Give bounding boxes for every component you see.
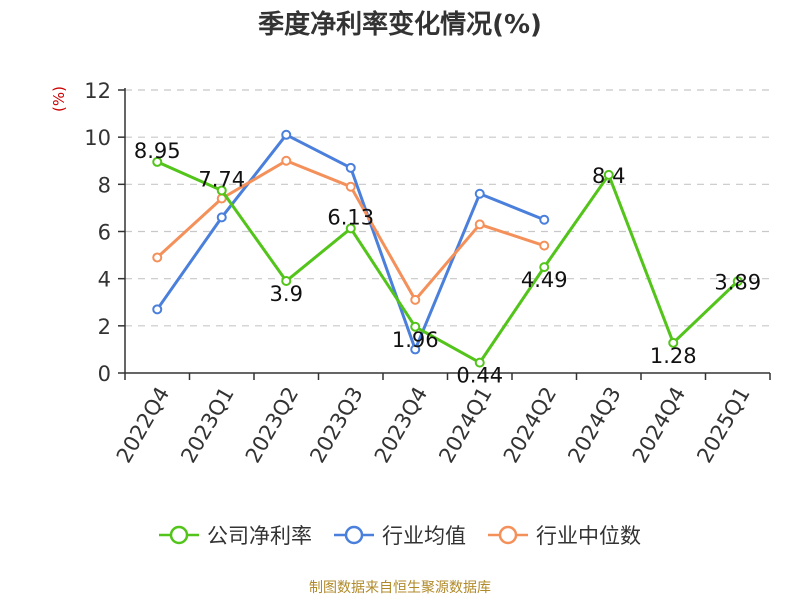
- x-tick-label: 2025Q1: [692, 383, 754, 467]
- data-label: 1.28: [650, 344, 697, 368]
- chart-title: 季度净利率变化情况(%): [258, 10, 542, 40]
- data-label: 4.49: [521, 268, 568, 292]
- data-point: [410, 321, 421, 332]
- data-point: [732, 276, 743, 287]
- data-label: 8.4: [592, 164, 625, 188]
- data-label: 8.95: [134, 139, 181, 163]
- data-point: [152, 156, 163, 167]
- legend-marker-icon: [334, 525, 374, 545]
- x-tick-label: 2023Q4: [370, 383, 432, 467]
- x-tick-label: 2024Q3: [563, 383, 625, 467]
- data-point: [474, 357, 485, 368]
- data-label: 7.74: [198, 167, 245, 191]
- legend-marker-icon: [159, 525, 199, 545]
- data-point: [281, 155, 292, 166]
- data-point: [410, 344, 421, 355]
- data-point: [281, 276, 292, 287]
- y-tick-label: 12: [84, 79, 111, 103]
- y-tick-label: 2: [98, 315, 111, 339]
- data-point: [216, 212, 227, 223]
- data-point: [345, 162, 356, 173]
- data-point: [281, 129, 292, 140]
- data-label: 3.9: [270, 282, 303, 306]
- legend-marker-icon: [488, 525, 528, 545]
- x-tick-label: 2024Q4: [628, 383, 690, 467]
- x-tick-label: 2023Q3: [305, 383, 367, 467]
- data-point: [539, 240, 550, 251]
- y-tick-label: 6: [98, 221, 111, 245]
- data-label: 6.13: [327, 205, 374, 229]
- data-source-note: 制图数据来自恒生聚源数据库: [309, 580, 491, 596]
- y-tick-label: 10: [84, 126, 111, 150]
- data-point: [410, 294, 421, 305]
- data-point: [668, 337, 679, 348]
- legend-label: 行业中位数: [536, 524, 641, 548]
- x-tick-label: 2023Q1: [176, 383, 238, 467]
- legend-label: 公司净利率: [207, 524, 312, 548]
- x-tick-label: 2024Q2: [499, 383, 561, 467]
- y-tick-label: 8: [98, 173, 111, 197]
- legend-label: 行业均值: [382, 524, 466, 548]
- chart-legend: 公司净利率 行业均值 行业中位数: [0, 520, 800, 550]
- data-label: 1.96: [392, 328, 439, 352]
- legend-item[interactable]: 行业均值: [334, 520, 466, 550]
- data-label: 3.89: [714, 270, 761, 294]
- x-tick-label: 2024Q1: [434, 383, 496, 467]
- data-point: [216, 185, 227, 196]
- data-point: [152, 252, 163, 263]
- y-tick-label: 4: [98, 268, 111, 292]
- data-point: [345, 223, 356, 234]
- data-point: [474, 188, 485, 199]
- data-point: [539, 262, 550, 273]
- series-line: [156, 160, 739, 365]
- data-point: [474, 219, 485, 230]
- data-point: [603, 169, 614, 180]
- legend-item[interactable]: 公司净利率: [159, 520, 312, 550]
- data-point: [539, 214, 550, 225]
- y-tick-label: 0: [98, 362, 111, 386]
- x-tick-label: 2023Q2: [241, 383, 303, 467]
- data-point: [152, 304, 163, 315]
- legend-item[interactable]: 行业中位数: [488, 520, 641, 550]
- data-point: [345, 181, 356, 192]
- x-tick-label: 2022Q4: [112, 383, 174, 467]
- data-label: 0.44: [456, 364, 503, 388]
